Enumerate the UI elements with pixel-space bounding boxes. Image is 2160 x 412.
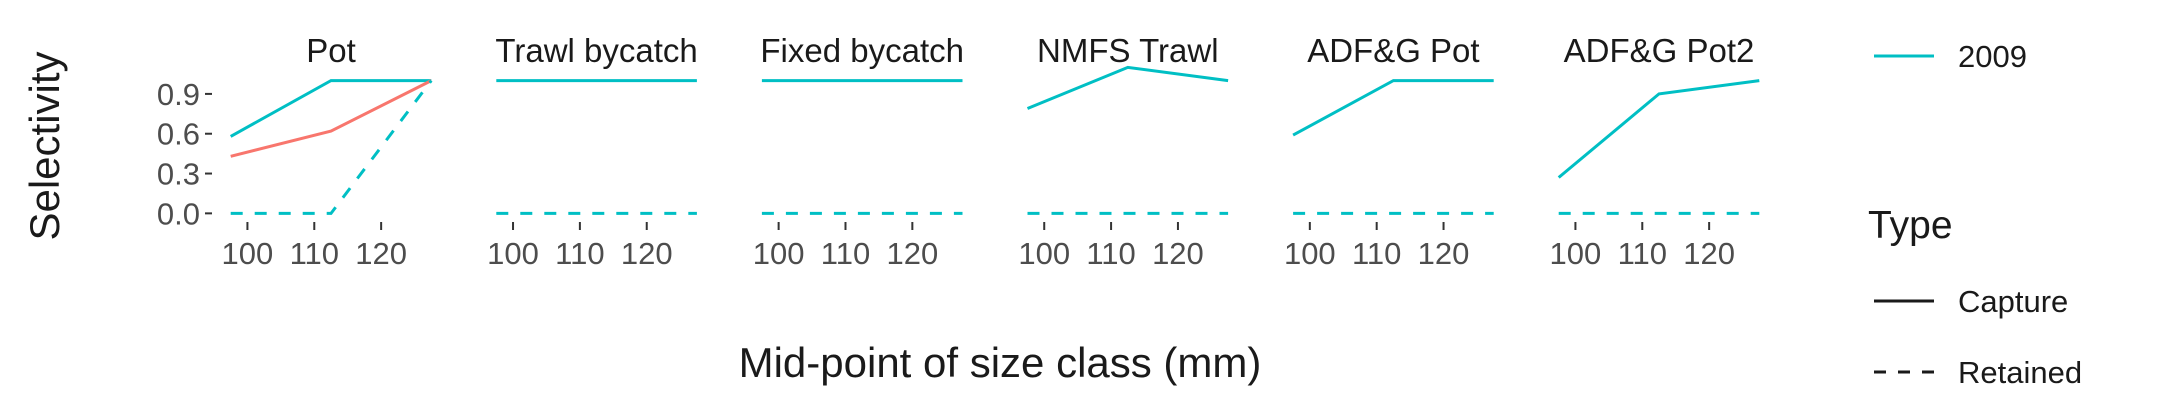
panel-title: Pot xyxy=(306,32,356,69)
panel-title: Fixed bycatch xyxy=(760,32,964,69)
x-tick-label: 100 xyxy=(487,236,539,271)
x-tick-label: 120 xyxy=(355,236,407,271)
x-tick-label: 120 xyxy=(886,236,938,271)
panel-title: NMFS Trawl xyxy=(1037,32,1219,69)
panel-adfandg-pot: ADF&G Pot 100 110 120 xyxy=(1284,32,1494,271)
legend-label-2009: 2009 xyxy=(1958,39,2027,74)
x-tick-label: 110 xyxy=(1352,236,1401,271)
panel-title: ADF&G Pot xyxy=(1307,32,1479,69)
y-tick-label: 0.0 xyxy=(157,196,200,231)
x-tick-label: 110 xyxy=(555,236,604,271)
panel-title: ADF&G Pot2 xyxy=(1564,32,1755,69)
y-tick-label: 0.9 xyxy=(157,77,200,112)
x-tick-label: 110 xyxy=(290,236,339,271)
x-axis-title: Mid-point of size class (mm) xyxy=(739,339,1262,386)
series-line-capture-2009 xyxy=(1557,79,1760,179)
panel-fixed-bycatch: Fixed bycatch 100 110 120 xyxy=(753,32,964,271)
x-tick-label: 100 xyxy=(1550,236,1602,271)
legend-color: 2009 xyxy=(1874,39,2027,74)
series-line-capture-2009 xyxy=(1026,65,1229,110)
legend-label-retained: Retained xyxy=(1958,355,2082,390)
x-tick-label: 100 xyxy=(222,236,274,271)
panel-adfandg-pot2: ADF&G Pot2 100 110 120 xyxy=(1550,32,1760,271)
x-tick-label: 100 xyxy=(1018,236,1070,271)
y-tick-label: 0.6 xyxy=(157,117,200,152)
series-line-capture-other xyxy=(230,79,432,158)
x-tick-label: 120 xyxy=(621,236,673,271)
x-tick-label: 110 xyxy=(1086,236,1135,271)
x-tick-label: 110 xyxy=(1618,236,1667,271)
series-line-retained-2009 xyxy=(230,79,433,215)
legend-type-title: Type xyxy=(1868,204,1953,247)
panel-trawl-bycatch: Trawl bycatch 100 110 120 xyxy=(487,32,698,271)
panel-nmfs-trawl: NMFS Trawl 100 110 120 xyxy=(1018,32,1229,271)
x-tick-label: 120 xyxy=(1683,236,1735,271)
legend: 2009 Type Capture Retained xyxy=(1868,39,2082,390)
y-tick-label: 0.3 xyxy=(157,157,200,192)
legend-type: Type Capture Retained xyxy=(1868,204,2082,390)
series-line-capture-2009 xyxy=(1292,79,1494,137)
x-tick-label: 120 xyxy=(1418,236,1470,271)
x-tick-label: 100 xyxy=(1284,236,1336,271)
x-tick-label: 110 xyxy=(821,236,870,271)
legend-label-capture: Capture xyxy=(1958,284,2068,319)
panel-pot: Pot 100 110 120 xyxy=(222,32,433,271)
x-tick-label: 100 xyxy=(753,236,805,271)
panel-title: Trawl bycatch xyxy=(495,32,697,69)
series-line-capture-2009 xyxy=(229,79,432,138)
y-axis: 0.0 0.3 0.6 0.9 xyxy=(157,77,212,231)
x-tick-label: 120 xyxy=(1152,236,1204,271)
y-axis-title: Selectivity xyxy=(21,51,68,240)
